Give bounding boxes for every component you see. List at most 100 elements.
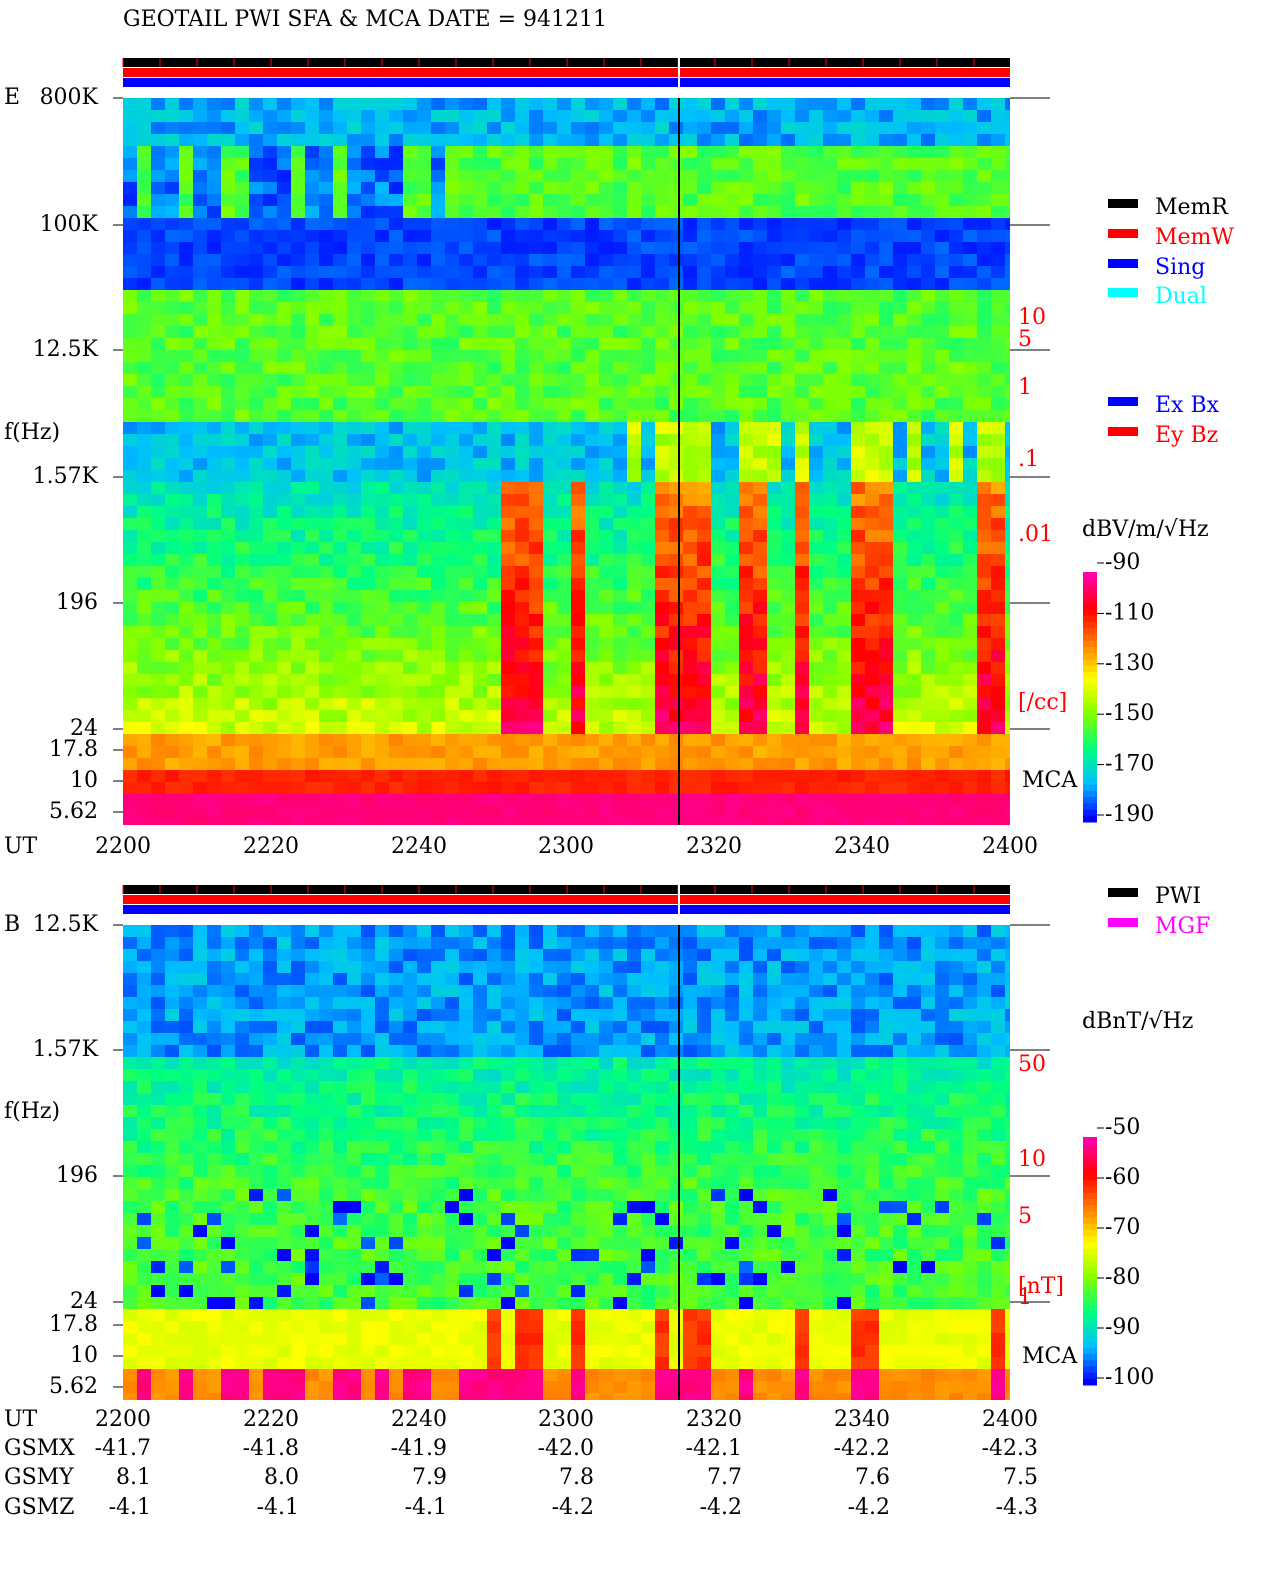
- spectrogram-cell: [277, 434, 291, 446]
- spectrogram-cell: [683, 937, 697, 949]
- spectrogram-cell: [403, 1057, 417, 1069]
- spectrogram-cell: [795, 278, 809, 290]
- spectrogram-cell: [781, 1093, 795, 1105]
- spectrogram-cell: [417, 626, 431, 638]
- spectrogram-cell: [333, 674, 347, 686]
- spectrogram-cell: [305, 925, 319, 937]
- spectrogram-cell: [963, 734, 977, 746]
- spectrogram-cell: [445, 662, 459, 674]
- spectrogram-cell: [851, 686, 865, 698]
- spectrogram-cell: [403, 1009, 417, 1021]
- spectrogram-cell: [543, 194, 557, 206]
- spectrogram-cell: [263, 134, 277, 146]
- spectrogram-cell: [851, 122, 865, 134]
- spectrogram-cell: [165, 1009, 179, 1021]
- spectrogram-cell: [809, 1045, 823, 1057]
- spectrogram-cell: [879, 674, 893, 686]
- spectrogram-cell: [333, 122, 347, 134]
- spectrogram-cell: [179, 638, 193, 650]
- spectrogram-cell: [221, 985, 235, 997]
- spectrogram-cell: [683, 182, 697, 194]
- spectrogram-cell: [319, 1009, 333, 1021]
- spectrogram-cell: [445, 242, 459, 254]
- spectrogram-cell: [655, 1081, 669, 1093]
- spectrogram-cell: [851, 398, 865, 410]
- spectrogram-cell: [739, 638, 753, 650]
- spectrogram-cell: [165, 674, 179, 686]
- spectrogram-cell: [949, 770, 963, 782]
- spectrogram-cell: [697, 554, 711, 566]
- spectrogram-cell: [739, 997, 753, 1009]
- spectrogram-cell: [487, 374, 501, 386]
- spectrogram-cell: [459, 530, 473, 542]
- spectrogram-cell: [837, 146, 851, 158]
- spectrogram-cell: [515, 686, 529, 698]
- spectrogram-cell: [151, 410, 165, 422]
- spectrogram-cell: [501, 614, 515, 626]
- spectrogram-cell: [725, 206, 739, 218]
- spectrogram-cell: [193, 242, 207, 254]
- spectrogram-cell: [669, 278, 683, 290]
- spectrogram-cell: [683, 362, 697, 374]
- spectrogram-cell: [1005, 1009, 1010, 1021]
- spectrogram-cell: [263, 1081, 277, 1093]
- spectrogram-cell: [333, 242, 347, 254]
- spectrogram-cell: [333, 110, 347, 122]
- spectrogram-cell: [123, 266, 137, 278]
- spectrogram-cell: [613, 1057, 627, 1069]
- spectrogram-cell: [431, 290, 445, 302]
- spectrogram-cell: [487, 398, 501, 410]
- spectrogram-cell: [529, 722, 543, 734]
- spectrogram-cell: [487, 937, 501, 949]
- spectrogram-cell: [389, 1045, 403, 1057]
- spectrogram-cell: [767, 182, 781, 194]
- spectrogram-cell: [403, 1105, 417, 1117]
- spectrogram-cell: [585, 722, 599, 734]
- spectrogram-cell: [473, 338, 487, 350]
- spectrogram-cell: [949, 218, 963, 230]
- spectrogram-cell: [417, 734, 431, 746]
- spectrogram-cell: [767, 1033, 781, 1045]
- spectrogram-cell: [627, 937, 641, 949]
- spectrogram-cell: [809, 1033, 823, 1045]
- spectrogram-cell: [809, 494, 823, 506]
- spectrogram-cell: [291, 302, 305, 314]
- spectrogram-cell: [669, 422, 683, 434]
- spectrogram-cell: [599, 254, 613, 266]
- spectrogram-cell: [795, 770, 809, 782]
- spectrogram-cell: [571, 218, 585, 230]
- spectrogram-cell: [795, 398, 809, 410]
- spectrogram-cell: [725, 278, 739, 290]
- spectrogram-cell: [627, 266, 641, 278]
- spectrogram-cell: [795, 122, 809, 134]
- spectrogram-cell: [459, 326, 473, 338]
- spectrogram-cell: [473, 422, 487, 434]
- spectrogram-cell: [613, 674, 627, 686]
- spectrogram-cell: [711, 386, 725, 398]
- spectrogram-cell: [851, 758, 865, 770]
- spectrogram-cell: [697, 278, 711, 290]
- spectrogram-cell: [837, 758, 851, 770]
- spectrogram-cell: [501, 746, 515, 758]
- spectrogram-cell: [165, 98, 179, 110]
- spectrogram-cell: [123, 470, 137, 482]
- spectrogram-cell: [781, 542, 795, 554]
- spectrogram-cell: [277, 170, 291, 182]
- spectrogram-cell: [669, 949, 683, 961]
- spectrogram-cell: [375, 506, 389, 518]
- spectrogram-cell: [683, 542, 697, 554]
- spectrogram-cell: [207, 1069, 221, 1081]
- spectrogram-cell: [235, 554, 249, 566]
- spectrogram-cell: [375, 170, 389, 182]
- spectrogram-cell: [459, 949, 473, 961]
- spectrogram-cell: [571, 494, 585, 506]
- spectrogram-cell: [949, 158, 963, 170]
- spectrogram-cell: [599, 722, 613, 734]
- spectrogram-cell: [683, 110, 697, 122]
- spectrogram-cell: [921, 374, 935, 386]
- spectrogram-cell: [851, 350, 865, 362]
- spectrogram-cell: [851, 194, 865, 206]
- spectrogram-cell: [613, 182, 627, 194]
- spectrogram-cell: [767, 218, 781, 230]
- spectrogram-cell: [207, 734, 221, 746]
